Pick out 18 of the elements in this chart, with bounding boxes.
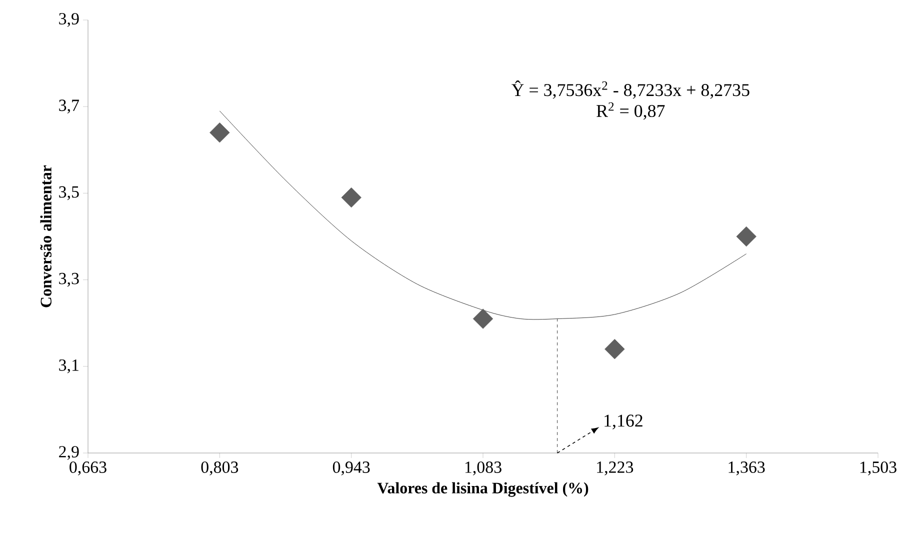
y-tick-label: 3,1: [59, 359, 78, 374]
annotation: Ŷ = 3,7536x$^{2}$ - 8,7233x + 8,2735: [512, 80, 750, 99]
y-tick-label: 3,7: [59, 100, 79, 114]
x-tick-label: 1,503: [860, 462, 896, 476]
x-tick-label: 0,943: [332, 462, 370, 476]
x-tick-label: 0,663: [70, 462, 106, 476]
annotation: 1,162: [604, 414, 642, 430]
x-tick-label: 1,083: [465, 462, 502, 476]
y-tick-label: 3,5: [59, 186, 79, 200]
y-tick-label: 3,9: [59, 13, 79, 27]
annotation: R$^{2}$ = 0,87: [596, 102, 665, 120]
x-tick-label: 0,803: [201, 462, 238, 476]
y-tick-label: 2,9: [59, 446, 79, 460]
x-tick-label: 1,223: [597, 462, 634, 476]
x-tick-label: 1,363: [728, 462, 765, 476]
x-axis-title: Valores de lisina Digestível (%): [377, 482, 588, 497]
y-axis-title: Conversão alimentar: [40, 165, 52, 308]
y-tick-label: 3,3: [59, 272, 79, 287]
